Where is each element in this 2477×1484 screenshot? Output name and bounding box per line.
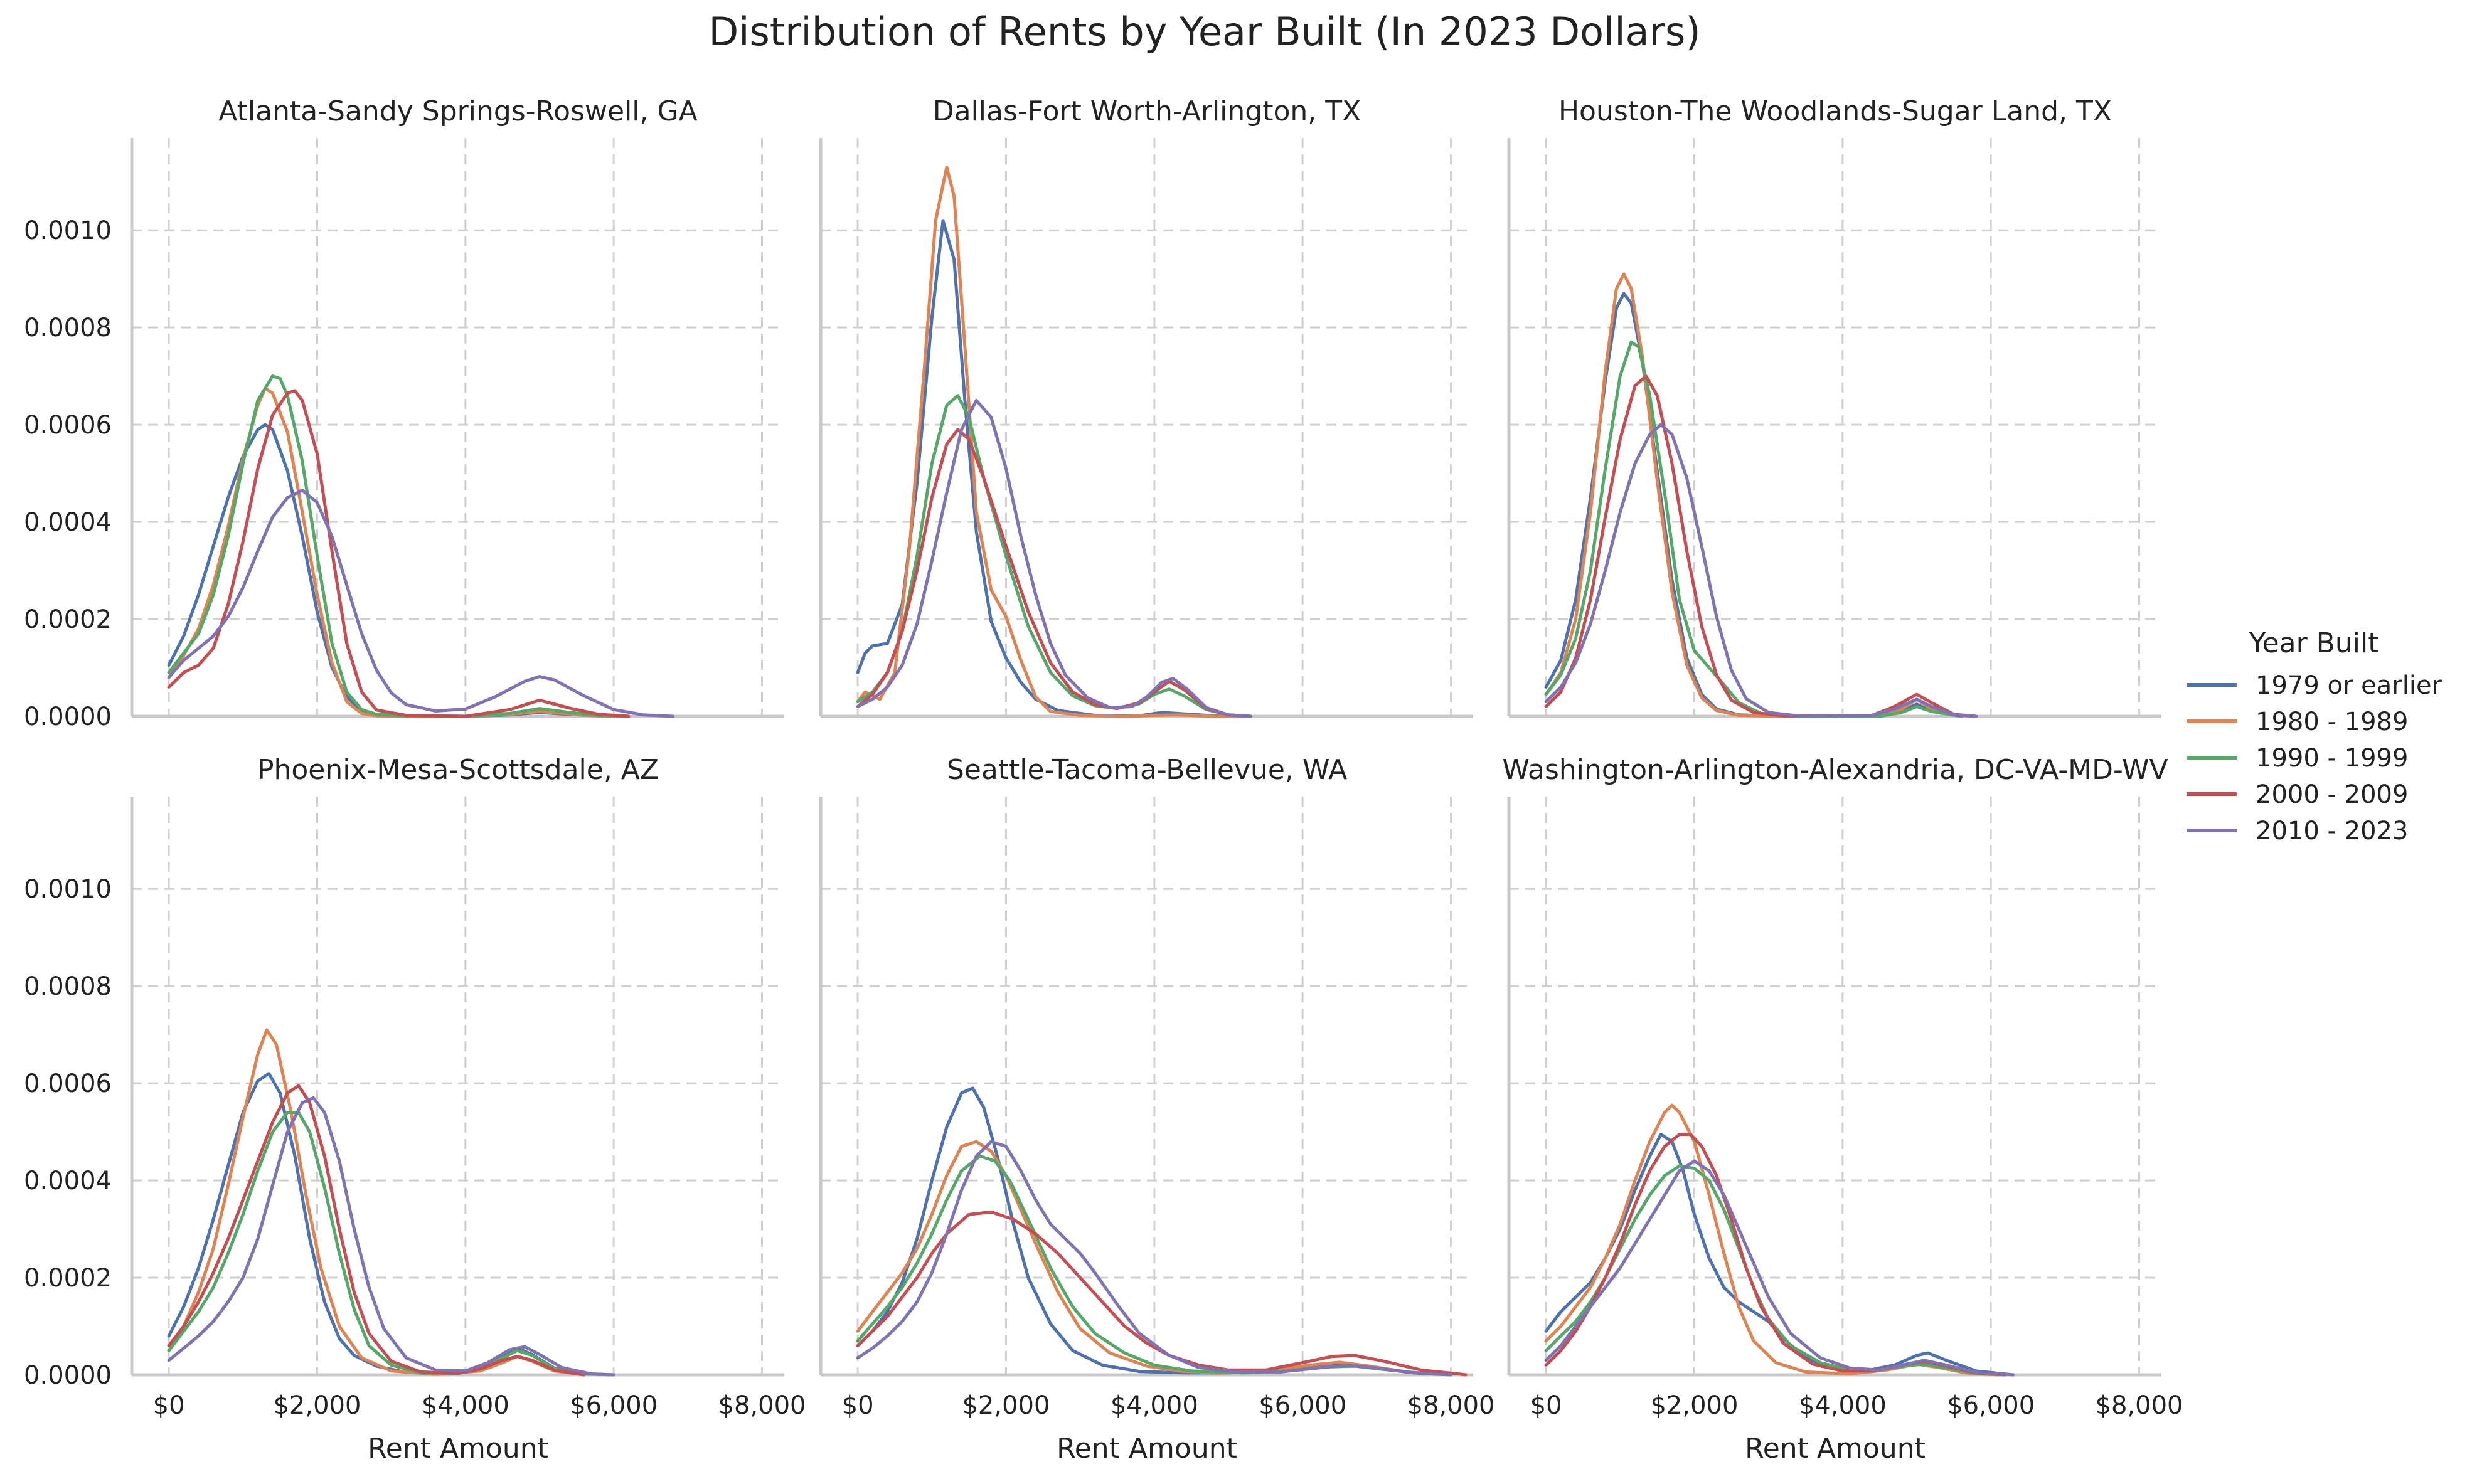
series-line <box>856 394 1252 718</box>
y-tick-label: 0.0006 <box>24 1069 112 1098</box>
x-tick-label: $0 <box>1530 1391 1562 1420</box>
series-line <box>167 1028 586 1377</box>
series-line <box>1544 1133 2008 1377</box>
legend-label: 2010 - 2023 <box>2256 817 2408 845</box>
panel-5: Seattle-Tacoma-Bellevue, WA $0 $2,000 $4,00… <box>819 754 1495 1465</box>
y-tick-label: 0.0002 <box>24 1264 112 1293</box>
x-tick-label: $2,000 <box>1650 1391 1738 1420</box>
y-tick-label: 0.0008 <box>24 314 112 342</box>
x-tick-label: $4,000 <box>422 1391 509 1420</box>
y-tick-label: 0.0004 <box>24 1167 112 1195</box>
series-line <box>1544 1164 2008 1377</box>
panel-title: Atlanta-Sandy Springs-Roswell, GA <box>218 95 697 127</box>
y-tick-label: 0.0000 <box>24 1361 112 1390</box>
x-tick-label: $4,000 <box>1799 1391 1887 1420</box>
legend-label: 1990 - 1999 <box>2256 744 2408 773</box>
series-line <box>1544 374 1978 718</box>
panel-1: Atlanta-Sandy Springs-Roswell, GA 0.0000 0… <box>24 95 784 731</box>
panel-2: Dallas-Fort Worth-Arlington, TX <box>819 95 1473 718</box>
x-tick-label: $0 <box>153 1391 185 1420</box>
panel-title: Seattle-Tacoma-Bellevue, WA <box>947 754 1347 786</box>
x-tick-label: $6,000 <box>570 1391 658 1420</box>
x-tick-label: $8,000 <box>1407 1391 1495 1420</box>
x-tick-label: $4,000 <box>1111 1391 1198 1420</box>
series-line <box>1544 1103 2000 1377</box>
x-axis-label: Rent Amount <box>368 1433 548 1465</box>
series-line <box>856 1210 1468 1377</box>
series-line <box>167 423 631 718</box>
series-line <box>856 1140 1452 1377</box>
legend-label: 1980 - 1989 <box>2256 708 2408 736</box>
series-line <box>1544 272 1963 718</box>
series-line <box>1544 340 1963 718</box>
panel-3: Houston-The Woodlands-Sugar Land, TX <box>1507 95 2161 718</box>
panel-title: Washington-Arlington-Alexandria, DC-VA-M… <box>1502 754 2168 786</box>
series-line <box>167 1111 615 1377</box>
panels-group: Atlanta-Sandy Springs-Roswell, GA 0.0000 0… <box>24 95 2183 1465</box>
x-axis-label: Rent Amount <box>1057 1433 1237 1465</box>
x-tick-label: $2,000 <box>962 1391 1050 1420</box>
chart-title: Distribution of Rents by Year Built (In … <box>708 9 1700 55</box>
y-tick-label: 0.0008 <box>24 972 112 1001</box>
series-line <box>1544 423 1978 718</box>
legend-label: 2000 - 2009 <box>2256 780 2408 809</box>
legend-label: 1979 or earlier <box>2256 671 2442 700</box>
series-line <box>167 1084 586 1377</box>
series-line <box>167 389 631 718</box>
x-tick-label: $8,000 <box>718 1391 806 1420</box>
panel-6: Washington-Arlington-Alexandria, DC-VA-M… <box>1502 754 2183 1465</box>
series-line <box>167 386 631 718</box>
series-line <box>1544 1159 2015 1377</box>
y-tick-label: 0.0010 <box>24 875 112 904</box>
x-axis-label: Rent Amount <box>1745 1433 1926 1465</box>
panel-title: Phoenix-Mesa-Scottsdale, AZ <box>257 754 659 786</box>
y-tick-label: 0.0010 <box>24 216 112 245</box>
panel-title: Houston-The Woodlands-Sugar Land, TX <box>1558 95 2112 127</box>
x-tick-label: $8,000 <box>2096 1391 2183 1420</box>
x-tick-label: $6,000 <box>1947 1391 2035 1420</box>
series-line <box>856 166 1245 718</box>
legend: Year Built 1979 or earlier 1980 - 1989 199… <box>2187 627 2442 845</box>
x-tick-label: $2,000 <box>273 1391 361 1420</box>
panel-title: Dallas-Fort Worth-Arlington, TX <box>933 95 1361 127</box>
series-line <box>856 398 1252 718</box>
y-tick-label: 0.0002 <box>24 605 112 634</box>
legend-title: Year Built <box>2249 627 2379 659</box>
panel-4: Phoenix-Mesa-Scottsdale, AZ 0.0000 0.0002 0… <box>24 754 806 1465</box>
x-tick-label: $0 <box>842 1391 874 1420</box>
series-line <box>856 428 1252 718</box>
series-line <box>167 489 675 718</box>
series-line <box>167 1096 615 1377</box>
x-tick-label: $6,000 <box>1259 1391 1346 1420</box>
y-tick-label: 0.0006 <box>24 411 112 440</box>
y-tick-label: 0.0004 <box>24 508 112 537</box>
series-line <box>167 374 631 718</box>
series-line <box>856 1140 1452 1377</box>
y-tick-label: 0.0000 <box>24 702 112 731</box>
series-line <box>167 1072 615 1377</box>
